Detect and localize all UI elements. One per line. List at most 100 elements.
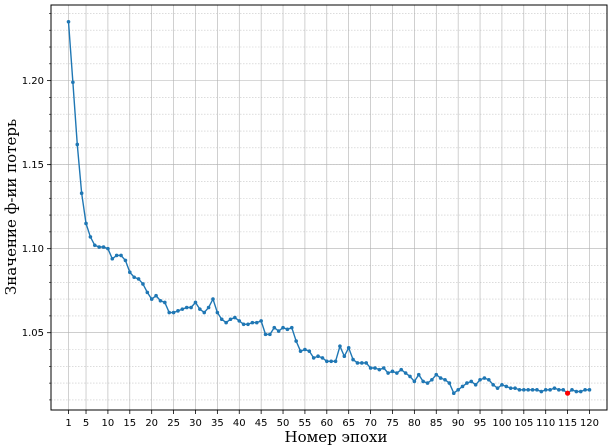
loss-data-point xyxy=(114,253,119,258)
loss-data-point xyxy=(587,388,592,392)
loss-data-point xyxy=(224,320,228,325)
loss-data-point xyxy=(250,320,255,325)
loss-data-point xyxy=(158,298,163,303)
loss-data-point xyxy=(141,282,145,286)
loss-data-point xyxy=(399,367,404,372)
loss-data-point xyxy=(469,379,474,384)
loss-data-point xyxy=(119,253,123,258)
loss-data-point xyxy=(522,388,526,392)
x-tick-label: 60 xyxy=(320,418,333,429)
x-tick-label: 115 xyxy=(558,418,577,429)
loss-data-point xyxy=(583,388,587,392)
loss-data-point xyxy=(233,315,237,320)
loss-data-point xyxy=(307,349,312,353)
series-layer xyxy=(66,20,592,396)
x-tick-label: 25 xyxy=(167,418,180,429)
loss-data-point xyxy=(355,361,360,365)
loss-data-point xyxy=(289,325,294,330)
loss-data-point xyxy=(311,356,316,360)
loss-data-point xyxy=(342,354,347,359)
loss-data-point xyxy=(570,388,574,392)
loss-data-point xyxy=(88,235,93,239)
loss-data-point xyxy=(482,376,487,380)
loss-data-point xyxy=(557,388,561,392)
loss-data-point xyxy=(491,382,495,387)
loss-data-point xyxy=(434,372,439,377)
loss-data-point xyxy=(101,245,106,249)
loss-data-point xyxy=(123,258,128,263)
x-tick-label: 50 xyxy=(277,418,290,429)
loss-data-point xyxy=(163,300,167,305)
loss-data-point xyxy=(543,388,548,392)
loss-data-point xyxy=(241,322,246,327)
loss-data-point xyxy=(106,246,110,251)
loss-data-point xyxy=(495,386,500,390)
x-tick-label: 80 xyxy=(408,418,421,429)
loss-data-point xyxy=(180,307,185,311)
loss-data-point xyxy=(325,359,329,364)
loss-data-point xyxy=(386,371,390,375)
x-tick-label: 55 xyxy=(299,418,312,429)
loss-data-point xyxy=(215,310,220,315)
loss-data-point xyxy=(193,300,198,305)
y-tick-label: 1.20 xyxy=(22,76,44,87)
loss-data-point xyxy=(320,356,325,360)
loss-data-point xyxy=(263,332,268,337)
loss-data-point xyxy=(329,359,333,364)
loss-data-point xyxy=(154,293,158,298)
loss-data-point xyxy=(75,142,80,147)
loss-data-point xyxy=(219,317,224,322)
loss-series-line xyxy=(67,21,590,395)
loss-data-point xyxy=(526,388,530,392)
y-axis-title: Значение ф-ии потерь xyxy=(2,119,20,295)
x-tick-label: 95 xyxy=(474,418,487,429)
loss-data-point xyxy=(535,388,539,392)
loss-data-point xyxy=(149,297,154,301)
loss-data-point xyxy=(447,381,452,385)
x-tick-label: 20 xyxy=(145,418,158,429)
loss-data-point xyxy=(202,310,207,315)
loss-data-point xyxy=(198,307,202,311)
loss-data-point xyxy=(84,221,88,226)
loss-data-point xyxy=(390,369,395,374)
loss-data-point xyxy=(408,374,412,379)
x-tick-label: 120 xyxy=(580,418,599,429)
loss-data-point xyxy=(425,381,430,385)
loss-data-point xyxy=(381,366,386,370)
loss-data-point xyxy=(92,243,97,248)
loss-data-point xyxy=(351,357,355,362)
x-tick-label: 105 xyxy=(514,418,533,429)
x-tick-label: 5 xyxy=(83,418,89,429)
loss-data-point xyxy=(456,388,460,392)
loss-data-point xyxy=(504,384,509,389)
loss-data-point xyxy=(473,382,478,387)
loss-data-point xyxy=(268,332,272,337)
loss-data-point xyxy=(438,376,443,380)
x-tick-label: 10 xyxy=(102,418,115,429)
loss-data-point xyxy=(272,325,277,330)
loss-data-point xyxy=(338,344,342,348)
x-tick-label: 45 xyxy=(255,418,268,429)
plot-frame xyxy=(50,4,608,411)
loss-data-point xyxy=(145,290,150,295)
loss-data-point xyxy=(539,389,544,394)
loss-data-point xyxy=(128,270,132,274)
loss-data-point xyxy=(97,245,101,249)
loss-data-point xyxy=(228,317,233,322)
y-tick-label: 1.05 xyxy=(22,328,44,339)
loss-data-point xyxy=(211,297,215,301)
loss-data-point xyxy=(574,389,579,394)
loss-data-point xyxy=(136,277,141,281)
x-tick-label: 85 xyxy=(430,418,443,429)
loss-data-point xyxy=(368,366,373,370)
x-tick-label: 40 xyxy=(233,418,246,429)
x-tick-label: 75 xyxy=(386,418,399,429)
major-grid xyxy=(51,5,607,410)
y-axis-ticks: 1.05 1.10 1.15 1.20 xyxy=(22,13,51,401)
loss-data-point xyxy=(478,377,482,382)
x-tick-label: 65 xyxy=(342,418,355,429)
loss-data-point xyxy=(548,388,552,392)
loss-data-point xyxy=(403,371,408,375)
loss-data-point xyxy=(171,310,176,315)
